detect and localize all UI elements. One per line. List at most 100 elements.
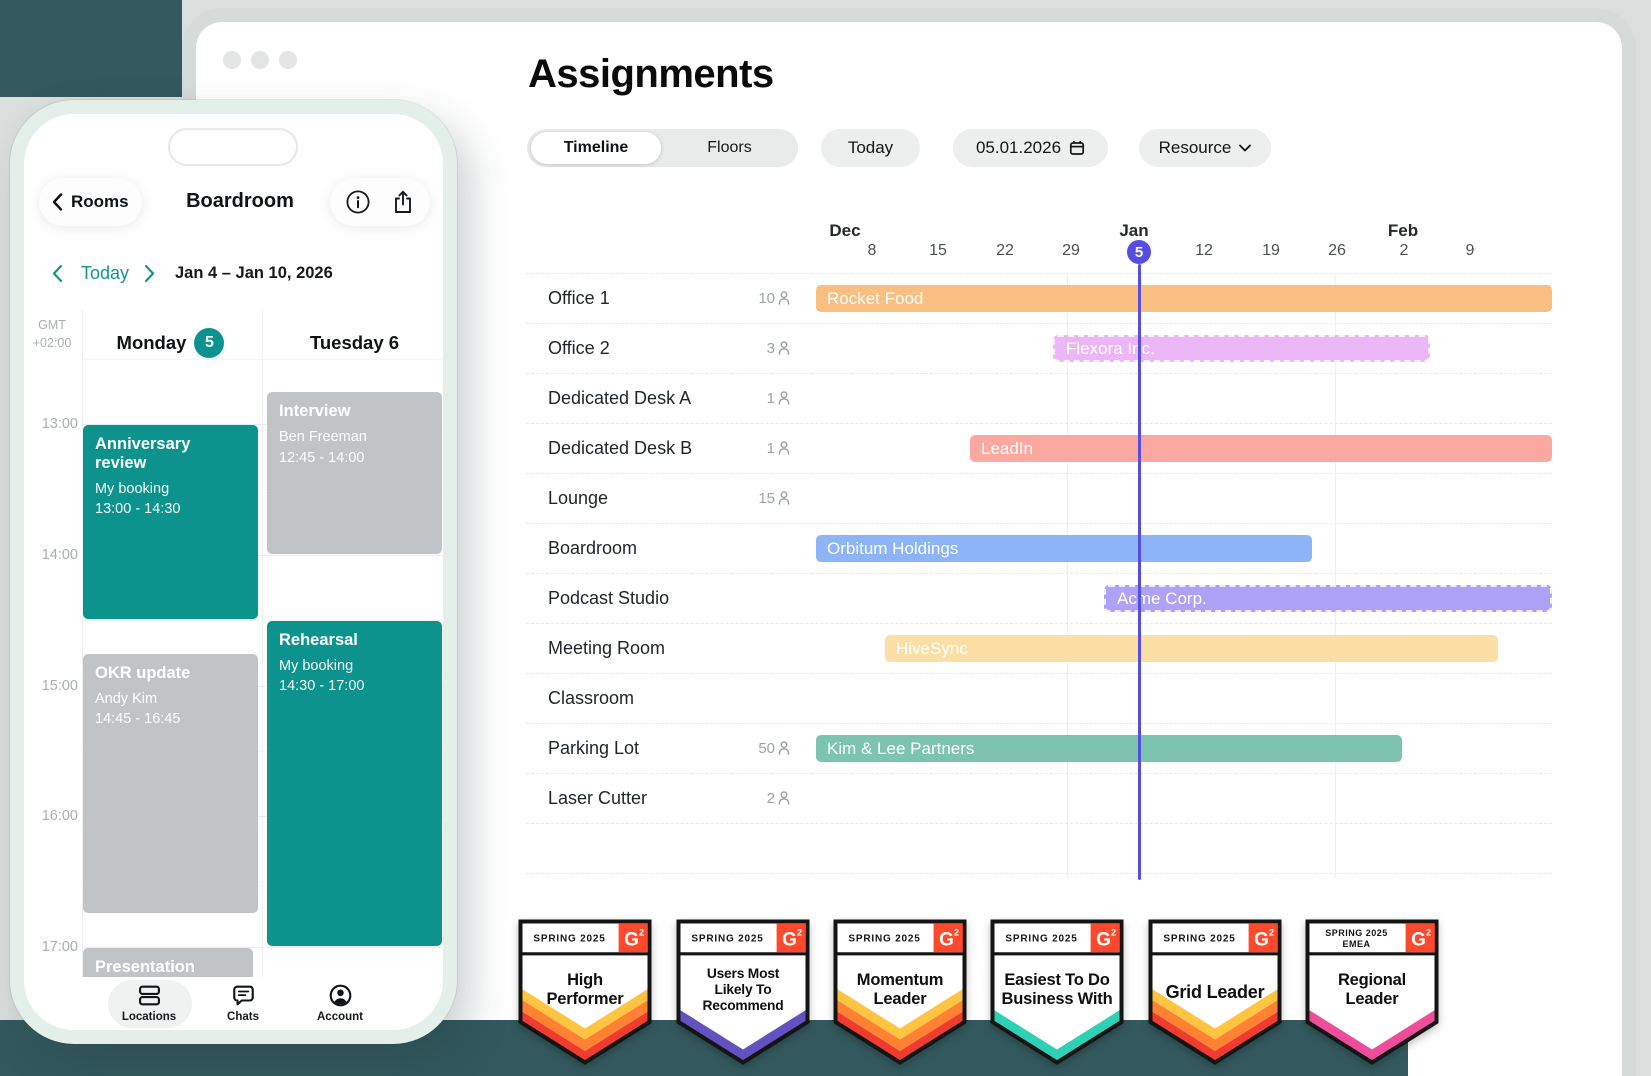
axis-week-tick: 22: [996, 242, 1014, 259]
calendar-event[interactable]: Rehearsal My booking 14:30 - 17:00: [267, 621, 442, 946]
date-picker-button[interactable]: 05.01.2026: [953, 129, 1108, 167]
resource-name[interactable]: Podcast Studio: [548, 588, 670, 608]
booking-bar[interactable]: Kim & Lee Partners: [816, 734, 1402, 762]
window-control-dot[interactable]: [251, 51, 269, 69]
today-indicator-line: [1137, 264, 1141, 880]
booking-bar[interactable]: Rocket Food: [816, 284, 1552, 312]
tab-account[interactable]: Account: [298, 983, 382, 1023]
capacity-count: 50: [758, 739, 775, 757]
resource-name[interactable]: Dedicated Desk A: [548, 388, 692, 408]
calendar-event[interactable]: OKR update Andy Kim 14:45 - 16:45: [83, 653, 258, 914]
calendar-icon: [1069, 140, 1085, 156]
resource-name[interactable]: Lounge: [548, 488, 609, 508]
booking-bar[interactable]: Orbitum Holdings: [816, 534, 1312, 562]
svg-text:SPRING 2025: SPRING 2025: [1163, 934, 1235, 945]
hour-label: 15:00: [41, 677, 78, 694]
window-control-dot[interactable]: [279, 51, 297, 69]
row-divider: [526, 873, 1552, 874]
today-day-badge: 5: [194, 328, 225, 358]
locations-icon: [137, 983, 162, 1008]
resource-capacity: 10: [690, 273, 790, 323]
back-to-rooms-button[interactable]: Rooms: [39, 178, 142, 226]
calendar-event[interactable]: Interview Ben Freeman 12:45 - 14:00: [267, 392, 442, 554]
person-icon: [778, 491, 790, 505]
svg-text:2: 2: [1426, 928, 1431, 938]
half-hour-gridline: [82, 620, 443, 622]
resource-name[interactable]: Office 2: [548, 338, 610, 358]
capacity-count: 2: [766, 789, 775, 807]
hour-label: 13:00: [41, 416, 78, 432]
booking-bar[interactable]: HiveSync: [885, 634, 1498, 662]
row-divider: [526, 523, 1552, 524]
half-hour-gridline: [82, 750, 443, 752]
today-button[interactable]: Today: [821, 129, 920, 167]
hour-gridline: [82, 816, 443, 818]
resource-dropdown[interactable]: Resource: [1139, 129, 1271, 167]
today-link[interactable]: Today: [80, 263, 130, 283]
day-header: Tuesday 6: [267, 326, 442, 360]
booking-bar[interactable]: Acme Corp.: [1104, 584, 1552, 612]
event-title: Presentation: [95, 958, 195, 976]
share-icon[interactable]: [391, 189, 415, 215]
phone-screen: Rooms Boardroom Today Jan 4 – J: [24, 114, 443, 1030]
row-divider: [526, 773, 1552, 774]
window-control-dot[interactable]: [223, 51, 241, 69]
calendar-event[interactable]: Anniversary review My booking 13:00 - 14…: [83, 425, 258, 620]
hour-label: 14:00: [41, 546, 78, 563]
resource-capacity: 1: [690, 373, 790, 423]
row-divider: [526, 373, 1552, 374]
booking-bar[interactable]: Flexora Inc.: [1053, 334, 1430, 362]
phone-notch: [168, 128, 298, 166]
resource-capacity: 3: [690, 323, 790, 373]
svg-text:2: 2: [1269, 928, 1274, 938]
booking-bar[interactable]: LeadIn: [970, 434, 1552, 462]
month-gridline: [1067, 273, 1068, 878]
previous-week-chevron-icon[interactable]: [52, 264, 63, 288]
svg-text:2: 2: [1111, 928, 1116, 938]
g2-badge: G 2 SPRING 2025 Grid Leader: [1148, 919, 1282, 1065]
svg-text:Recommend: Recommend: [702, 998, 783, 1013]
resource-name[interactable]: Meeting Room: [548, 638, 666, 658]
hour-gridline: [82, 554, 443, 556]
resource-name[interactable]: Parking Lot: [548, 738, 640, 758]
event-title: OKR update: [95, 663, 191, 682]
info-icon[interactable]: [345, 189, 371, 215]
svg-text:High: High: [567, 971, 603, 989]
svg-text:Users Most: Users Most: [707, 966, 780, 981]
svg-text:Leader: Leader: [1346, 990, 1400, 1008]
tab-chats[interactable]: Chats: [201, 983, 285, 1023]
resource-name[interactable]: Dedicated Desk B: [548, 438, 693, 458]
resource-capacity: 1: [690, 423, 790, 473]
chevron-down-icon: [1239, 144, 1252, 152]
resource-name[interactable]: Office 1: [548, 288, 610, 308]
account-icon: [328, 983, 353, 1008]
next-week-chevron-icon[interactable]: [144, 264, 155, 288]
svg-text:SPRING 2025: SPRING 2025: [848, 934, 920, 945]
day-label: Monday: [116, 332, 187, 353]
room-actions: [330, 178, 430, 226]
capacity-count: 1: [766, 439, 775, 457]
g2-badge: G 2 SPRING 2025 EMEA Regional Leader: [1305, 919, 1439, 1065]
calendar-column-divider: [82, 310, 83, 977]
svg-text:Regional: Regional: [1338, 971, 1406, 989]
svg-text:G: G: [782, 930, 797, 951]
svg-text:G: G: [1096, 930, 1111, 951]
resource-name[interactable]: Classroom: [548, 688, 635, 708]
resource-name[interactable]: Boardroom: [548, 538, 638, 558]
axis-month-label: Jan: [1119, 221, 1149, 240]
event-time: 12:45 - 14:00: [279, 449, 365, 466]
timezone-line: GMT: [38, 318, 66, 332]
svg-text:EMEA: EMEA: [1342, 939, 1370, 949]
capacity-count: 15: [758, 489, 775, 507]
svg-text:SPRING 2025: SPRING 2025: [1325, 928, 1388, 938]
person-icon: [778, 291, 790, 305]
tab-locations[interactable]: Locations: [107, 983, 191, 1023]
tab-floors[interactable]: Floors: [707, 139, 752, 156]
tab-timeline[interactable]: Timeline: [531, 132, 661, 164]
hour-gridline: [82, 685, 443, 687]
svg-text:SPRING 2025: SPRING 2025: [691, 934, 763, 945]
svg-text:G: G: [1254, 930, 1269, 951]
resource-name[interactable]: Laser Cutter: [548, 788, 648, 808]
person-icon: [778, 391, 790, 405]
